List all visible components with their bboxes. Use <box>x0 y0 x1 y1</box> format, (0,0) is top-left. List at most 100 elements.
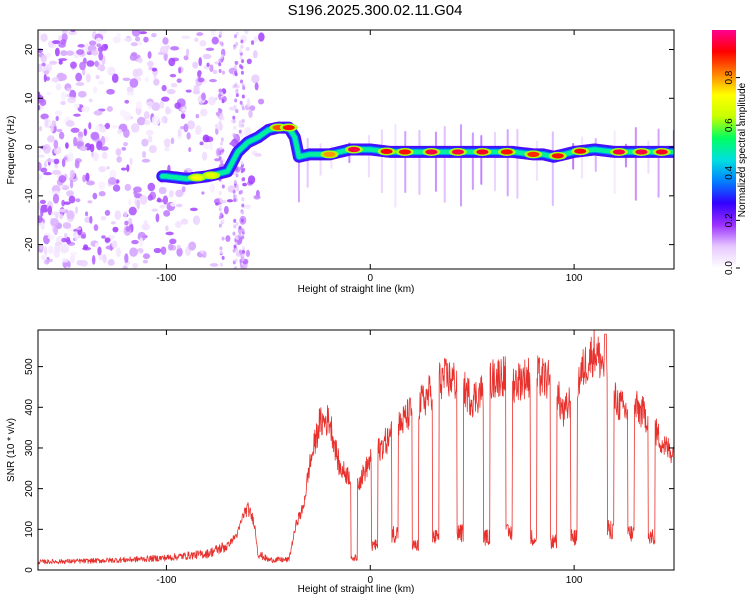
spectrogram-noise-blob <box>44 232 51 236</box>
spectrogram-noise-blob <box>158 186 167 195</box>
spectrogram-noise-blob <box>144 119 151 126</box>
spectrogram-noise-blob <box>219 31 223 36</box>
spectrogram-noise-blob <box>241 228 245 233</box>
spectrogram-noise-blob <box>233 64 237 69</box>
spectrogram-noise-blob <box>100 215 107 221</box>
spectrogram-noise-blob <box>226 199 234 203</box>
spectrogram-noise-blob <box>159 204 166 209</box>
spectrogram-y-tick-label: -20 <box>24 237 35 252</box>
spectrogram-noise-blob <box>218 191 222 196</box>
spectrogram-noise-blob <box>170 202 177 207</box>
spectrogram-noise-blob <box>151 115 161 126</box>
spectrogram-noise-blob <box>221 184 225 189</box>
spectrogram-noise-blob <box>234 89 238 94</box>
spectrogram-noise-blob <box>97 80 105 85</box>
spectrogram-noise-blob <box>218 223 222 228</box>
spectrogram-noise-blob <box>73 103 80 109</box>
spectrogram-noise-blob <box>86 51 93 56</box>
spectrogram-noise-blob <box>129 78 139 88</box>
spectrogram-noise-blob <box>60 50 68 57</box>
spectrogram-noise-blob <box>63 201 71 205</box>
spectrogram-noise-blob <box>145 129 154 136</box>
spectrogram-noise-blob <box>219 212 223 217</box>
spectrogram-noise-blob <box>147 194 153 201</box>
spectrogram-noise-blob <box>200 108 208 117</box>
spectrogram-noise-blob <box>188 241 197 251</box>
spectrogram-noise-blob <box>234 70 238 75</box>
spectrogram-noise-blob <box>66 190 74 197</box>
spectrogram-noise-blob <box>142 259 149 264</box>
spectrogram-noise-blob <box>66 93 70 97</box>
spectrogram-y-axis: -20 -10 0 10 20 <box>24 44 674 252</box>
spectrogram-noise-blob <box>243 204 251 210</box>
spectrogram-noise-blob <box>168 57 176 67</box>
spectrogram-noise-blob <box>111 240 118 249</box>
spectrogram-noise-blob <box>129 247 138 257</box>
spectrogram-noise-blob <box>196 32 204 37</box>
spectrogram-noise-blob <box>241 249 245 254</box>
spectrogram-noise-blob <box>91 49 99 56</box>
spectrogram-noise-blob <box>219 113 223 118</box>
spectrogram-x-tick-label: 0 <box>367 273 373 284</box>
spectrogram-noise-blob <box>221 236 225 241</box>
spectrogram-noise-blob <box>219 250 223 255</box>
spectrogram-noise-blob <box>58 35 62 42</box>
spectrogram-noise-blob <box>76 259 84 266</box>
spectrogram-noise-blob <box>121 146 127 151</box>
spectrogram-noise-blob <box>49 60 58 65</box>
spectrogram-noise-blob <box>221 70 225 75</box>
spectrogram-noise-blob <box>130 123 140 133</box>
spectrogram-noise-blob <box>235 173 239 178</box>
spectrogram-noise-blob <box>183 55 189 61</box>
spectrogram-noise-blob <box>241 119 245 124</box>
spectrogram-noise-blob <box>90 131 100 140</box>
spectrogram-noise-blob <box>63 156 68 161</box>
spectrogram-noise-blob <box>235 108 239 114</box>
spectrogram-noise-blob <box>155 213 160 223</box>
spectrogram-noise-blob <box>75 198 81 203</box>
spectrogram-noise-blob <box>235 221 239 226</box>
spectrogram-noise-blob <box>234 194 238 199</box>
spectrogram-noise-blob <box>60 73 68 81</box>
spectrogram-noise-blob <box>66 87 72 92</box>
spectrogram-noise-blob <box>141 223 151 231</box>
spectrogram-noise-blob <box>109 169 117 180</box>
spectrogram-noise-blob <box>110 124 119 129</box>
spectrogram-noise-blob <box>88 98 93 103</box>
spectrogram-noise-blob <box>107 258 115 266</box>
spectrogram-noise-blob <box>219 126 223 131</box>
spectrogram-noise-blob <box>122 265 128 269</box>
spectrogram-x-tick-label: -100 <box>156 273 176 284</box>
spectrogram-noise-blob <box>74 233 79 242</box>
spectrogram-noise-blob <box>120 167 127 171</box>
spectrogram-noise-blob <box>61 30 68 34</box>
spectrogram-noise-blob <box>238 132 244 138</box>
spectrogram-noise-blob <box>54 163 58 169</box>
spectrogram-noise-blob <box>75 82 85 86</box>
spectrogram-noise-blob <box>241 210 245 215</box>
colorbar: 0.0 0.2 0.4 0.6 0.8 Normalized spectral ampl… <box>712 30 748 275</box>
spectrogram-noise-blobs <box>38 30 674 269</box>
spectrogram-noise-blob <box>201 151 208 161</box>
spectrogram-noise-blob <box>52 193 60 204</box>
spectrogram-noise-blob <box>235 184 239 189</box>
spectrogram-noise-blob <box>69 179 74 189</box>
spectrogram-noise-blob <box>58 60 63 65</box>
spectrogram-noise-blob <box>77 44 85 48</box>
spectrogram-noise-blob <box>143 111 150 120</box>
spectrogram-noise-blob <box>232 119 236 124</box>
spectrogram-noise-blob <box>126 92 135 96</box>
spectrogram-noise-blob <box>160 246 167 255</box>
spectrogram-noise-blob <box>141 158 151 163</box>
spectrogram-noise-blob <box>85 211 89 217</box>
spectrogram-noise-blob <box>130 42 139 47</box>
spectrogram-noise-blob <box>94 60 99 67</box>
spectrogram-noise-blob <box>253 35 258 43</box>
spectrogram-noise-blob <box>163 210 171 217</box>
spectrogram-noise-blob <box>232 189 236 194</box>
spectrogram-noise-blob <box>47 205 53 216</box>
spectrogram-noise-blob <box>240 44 244 49</box>
spectrogram-noise-blob <box>45 158 55 163</box>
spectrogram-noise-blob <box>174 221 182 228</box>
